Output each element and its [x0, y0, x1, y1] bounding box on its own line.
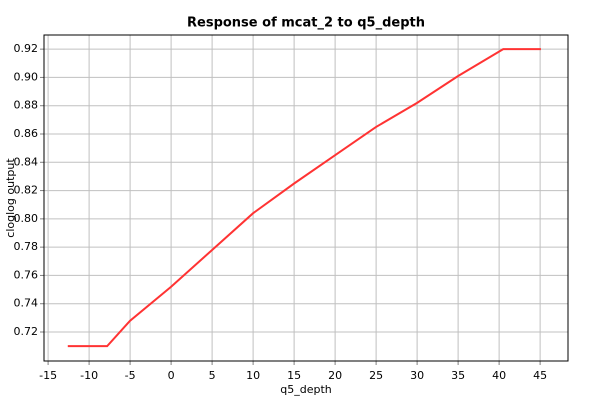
- x-axis-label: q5_depth: [280, 383, 332, 396]
- x-tick-label: 10: [246, 369, 260, 382]
- y-tick-label: 0.72: [14, 325, 39, 338]
- x-tick-label: 15: [287, 369, 301, 382]
- y-axis-label: cloglog output: [4, 158, 17, 238]
- data-line: [67, 48, 541, 348]
- y-tick-label: 0.78: [14, 240, 39, 253]
- y-tick-label: 0.90: [14, 70, 39, 83]
- y-tick-label: 0.76: [14, 268, 39, 281]
- y-tick-label: 0.86: [14, 127, 39, 140]
- x-tick-label: 25: [369, 369, 383, 382]
- y-tick-label: 0.80: [14, 212, 39, 225]
- x-tick-label: 45: [533, 369, 547, 382]
- x-tick-label: -15: [39, 369, 57, 382]
- x-tick-label: 0: [168, 369, 175, 382]
- x-tick-label: -10: [80, 369, 98, 382]
- plot-border: [43, 34, 569, 362]
- chart-title: Response of mcat_2 to q5_depth: [187, 16, 425, 31]
- y-tick-label: 0.88: [14, 99, 39, 112]
- y-tick-label: 0.92: [14, 42, 39, 55]
- x-tick-label: -5: [125, 369, 136, 382]
- x-tick-label: 35: [451, 369, 465, 382]
- x-tick-label: 20: [328, 369, 342, 382]
- plot-area: [44, 35, 568, 361]
- y-tick-label: 0.74: [14, 297, 39, 310]
- y-tick-label: 0.82: [14, 184, 39, 197]
- x-tick-label: 30: [410, 369, 424, 382]
- x-tick-label: 5: [209, 369, 216, 382]
- x-tick-label: 40: [492, 369, 506, 382]
- y-tick-label: 0.84: [14, 155, 39, 168]
